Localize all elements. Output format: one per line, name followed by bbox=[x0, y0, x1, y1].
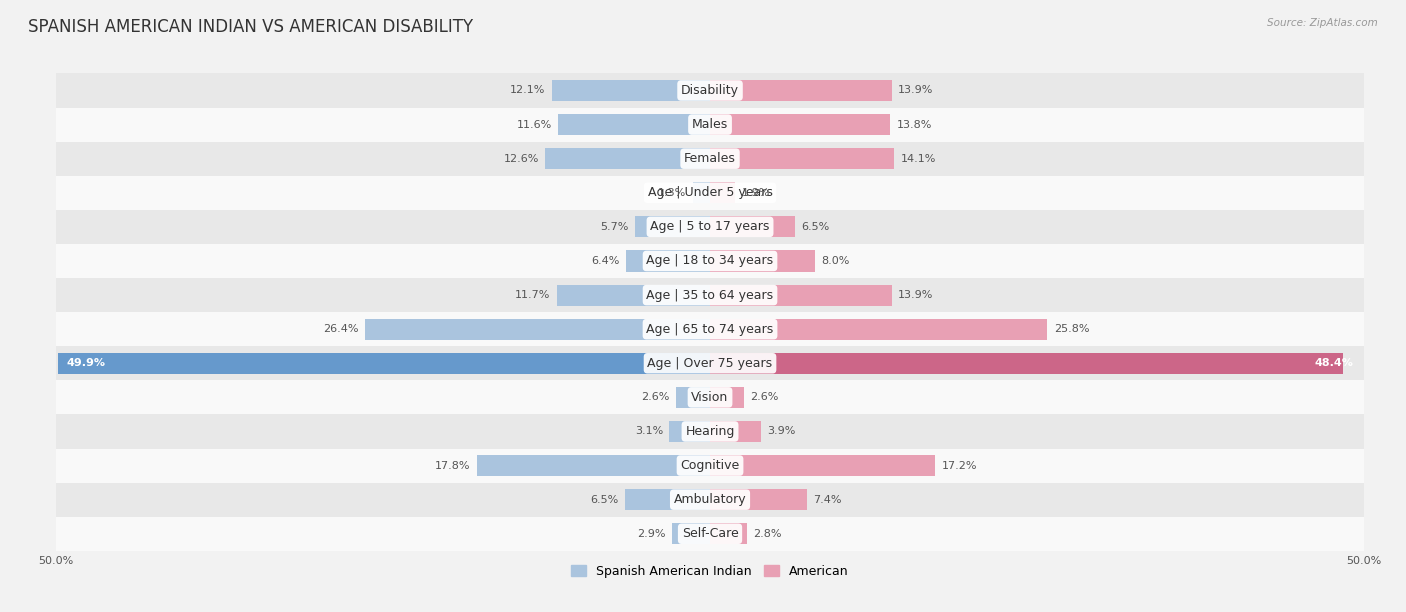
Text: 1.9%: 1.9% bbox=[741, 188, 770, 198]
Bar bbox=[56, 141, 1364, 176]
Bar bbox=[56, 380, 1364, 414]
Text: Age | Under 5 years: Age | Under 5 years bbox=[648, 186, 772, 200]
Text: 6.5%: 6.5% bbox=[591, 494, 619, 505]
Text: Source: ZipAtlas.com: Source: ZipAtlas.com bbox=[1267, 18, 1378, 28]
Text: Age | 5 to 17 years: Age | 5 to 17 years bbox=[651, 220, 769, 233]
Text: 13.9%: 13.9% bbox=[898, 290, 934, 300]
Text: 3.9%: 3.9% bbox=[768, 427, 796, 436]
Bar bbox=[710, 319, 1047, 340]
Text: 13.9%: 13.9% bbox=[898, 86, 934, 95]
Bar bbox=[710, 455, 935, 476]
Bar bbox=[672, 523, 710, 544]
Bar bbox=[56, 278, 1364, 312]
Bar bbox=[710, 353, 1343, 374]
Text: 6.5%: 6.5% bbox=[801, 222, 830, 232]
Bar bbox=[477, 455, 710, 476]
Bar bbox=[56, 449, 1364, 483]
Bar bbox=[56, 414, 1364, 449]
Bar bbox=[56, 108, 1364, 141]
Text: 2.6%: 2.6% bbox=[751, 392, 779, 402]
Bar bbox=[676, 387, 710, 408]
Text: SPANISH AMERICAN INDIAN VS AMERICAN DISABILITY: SPANISH AMERICAN INDIAN VS AMERICAN DISA… bbox=[28, 18, 474, 36]
Bar bbox=[626, 250, 710, 272]
Text: 1.3%: 1.3% bbox=[658, 188, 686, 198]
Bar bbox=[546, 148, 710, 170]
Text: 12.6%: 12.6% bbox=[503, 154, 538, 163]
Legend: Spanish American Indian, American: Spanish American Indian, American bbox=[567, 560, 853, 583]
Bar bbox=[710, 421, 761, 442]
Text: 17.8%: 17.8% bbox=[436, 461, 471, 471]
Bar bbox=[56, 312, 1364, 346]
Text: 2.9%: 2.9% bbox=[637, 529, 665, 539]
Bar bbox=[56, 73, 1364, 108]
Bar bbox=[56, 483, 1364, 517]
Text: 2.8%: 2.8% bbox=[754, 529, 782, 539]
Text: 13.8%: 13.8% bbox=[897, 119, 932, 130]
Bar bbox=[56, 517, 1364, 551]
Text: Hearing: Hearing bbox=[685, 425, 735, 438]
Bar bbox=[551, 80, 710, 101]
Bar bbox=[636, 216, 710, 237]
Bar bbox=[710, 80, 891, 101]
Text: Cognitive: Cognitive bbox=[681, 459, 740, 472]
Bar bbox=[56, 176, 1364, 210]
Text: Age | 65 to 74 years: Age | 65 to 74 years bbox=[647, 323, 773, 335]
Bar bbox=[58, 353, 710, 374]
Bar bbox=[693, 182, 710, 203]
Bar bbox=[56, 244, 1364, 278]
Text: 25.8%: 25.8% bbox=[1054, 324, 1090, 334]
Text: 48.4%: 48.4% bbox=[1315, 358, 1354, 368]
Text: Ambulatory: Ambulatory bbox=[673, 493, 747, 506]
Text: 49.9%: 49.9% bbox=[66, 358, 105, 368]
Bar bbox=[710, 148, 894, 170]
Text: Females: Females bbox=[685, 152, 735, 165]
Bar bbox=[558, 114, 710, 135]
Bar bbox=[710, 250, 814, 272]
Text: 12.1%: 12.1% bbox=[510, 86, 546, 95]
Text: 26.4%: 26.4% bbox=[323, 324, 359, 334]
Text: Self-Care: Self-Care bbox=[682, 528, 738, 540]
Bar bbox=[710, 182, 735, 203]
Bar bbox=[56, 210, 1364, 244]
Text: Disability: Disability bbox=[681, 84, 740, 97]
Bar bbox=[56, 346, 1364, 380]
Bar bbox=[364, 319, 710, 340]
Bar bbox=[710, 387, 744, 408]
Text: 11.7%: 11.7% bbox=[515, 290, 551, 300]
Text: 3.1%: 3.1% bbox=[634, 427, 664, 436]
Bar bbox=[710, 114, 890, 135]
Text: Age | 35 to 64 years: Age | 35 to 64 years bbox=[647, 289, 773, 302]
Text: Vision: Vision bbox=[692, 391, 728, 404]
Text: 2.6%: 2.6% bbox=[641, 392, 669, 402]
Text: Males: Males bbox=[692, 118, 728, 131]
Text: Age | Over 75 years: Age | Over 75 years bbox=[648, 357, 772, 370]
Text: Age | 18 to 34 years: Age | 18 to 34 years bbox=[647, 255, 773, 267]
Text: 17.2%: 17.2% bbox=[942, 461, 977, 471]
Text: 14.1%: 14.1% bbox=[901, 154, 936, 163]
Bar bbox=[710, 216, 794, 237]
Text: 7.4%: 7.4% bbox=[813, 494, 842, 505]
Text: 6.4%: 6.4% bbox=[592, 256, 620, 266]
Bar bbox=[710, 523, 747, 544]
Text: 5.7%: 5.7% bbox=[600, 222, 628, 232]
Bar bbox=[557, 285, 710, 305]
Text: 11.6%: 11.6% bbox=[516, 119, 551, 130]
Bar bbox=[669, 421, 710, 442]
Bar bbox=[710, 489, 807, 510]
Bar bbox=[710, 285, 891, 305]
Bar bbox=[626, 489, 710, 510]
Text: 8.0%: 8.0% bbox=[821, 256, 849, 266]
